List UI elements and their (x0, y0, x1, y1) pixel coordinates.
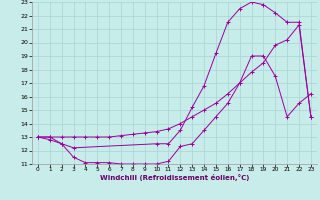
X-axis label: Windchill (Refroidissement éolien,°C): Windchill (Refroidissement éolien,°C) (100, 174, 249, 181)
